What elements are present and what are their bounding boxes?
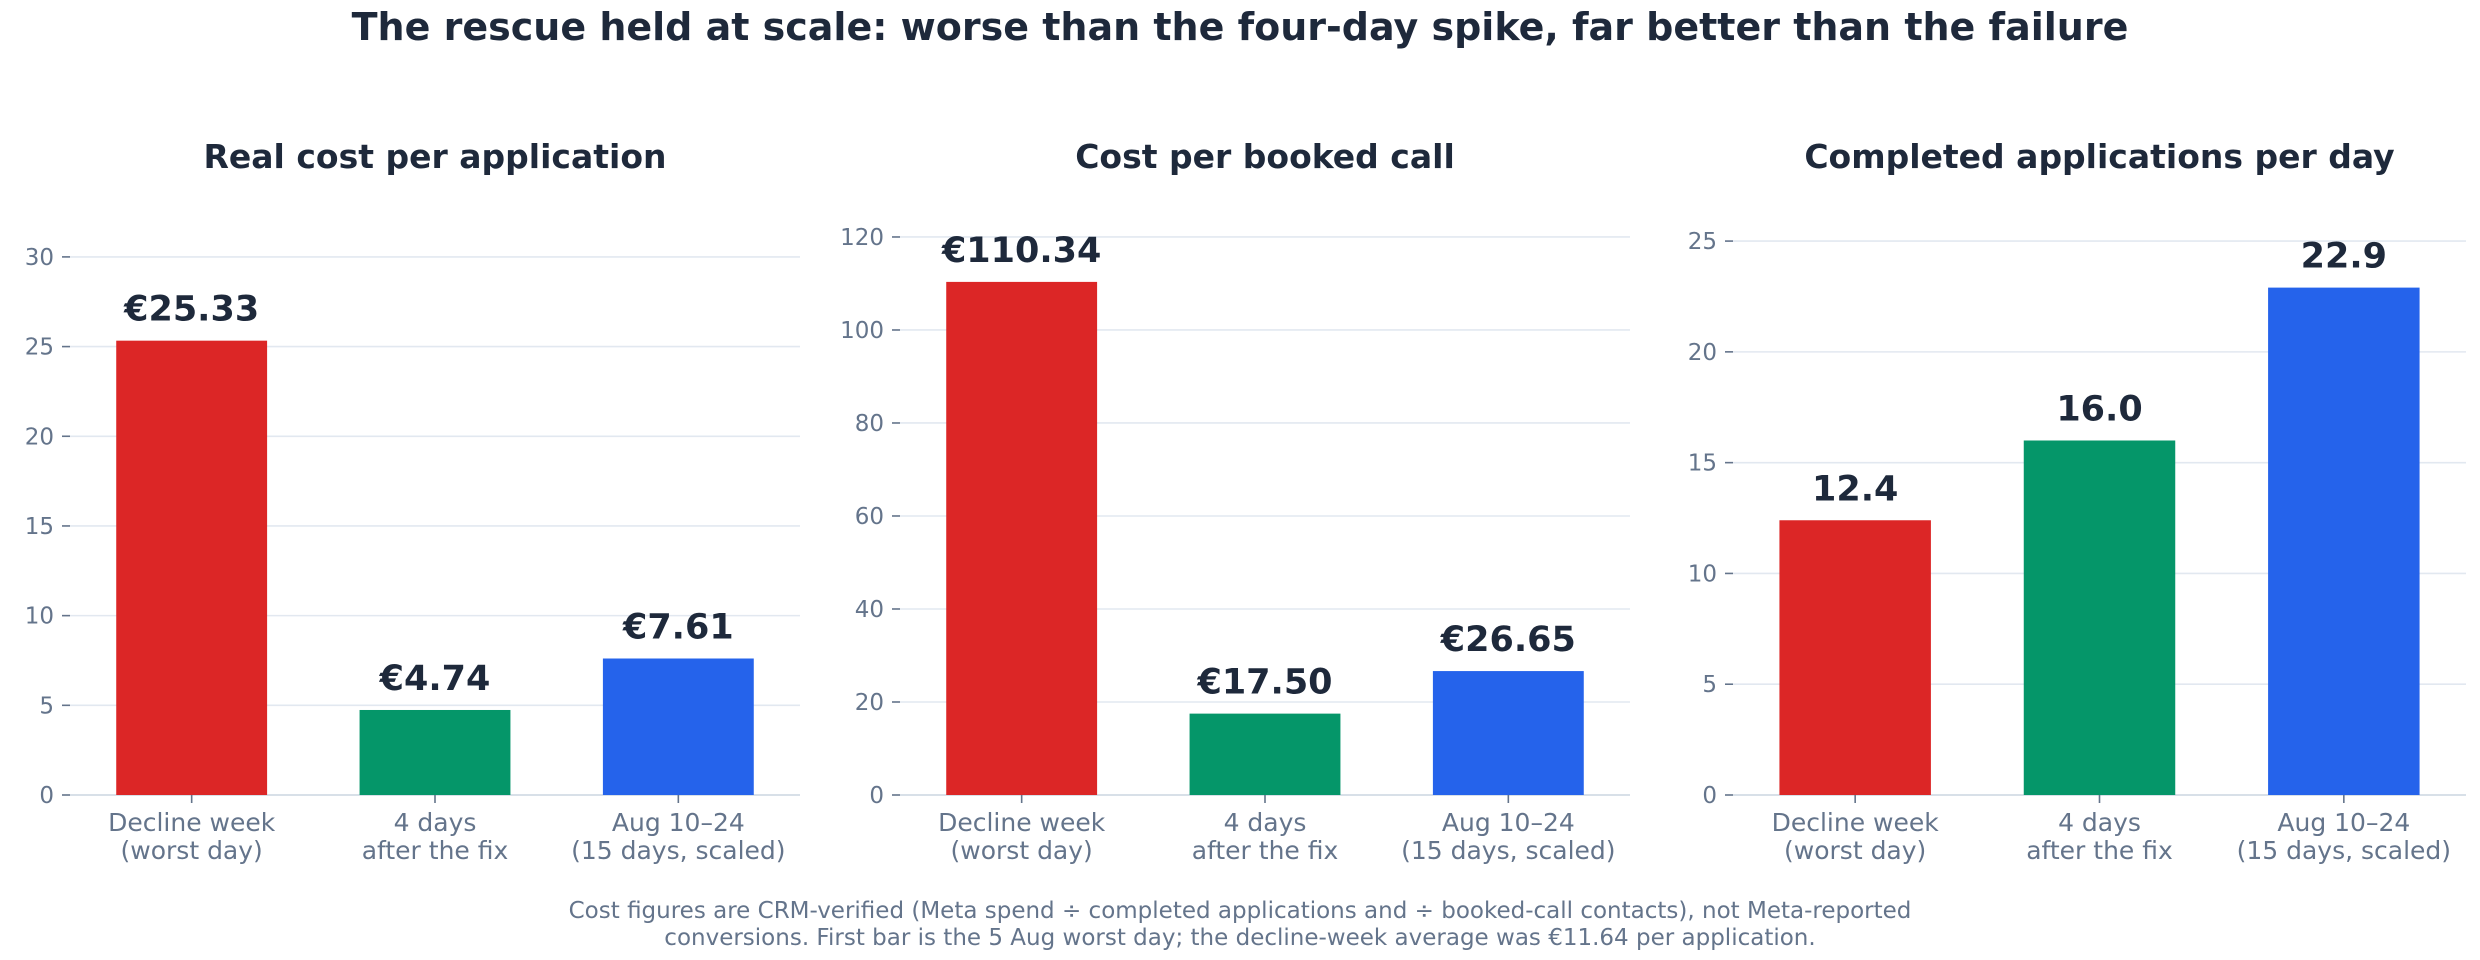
bar-aug-10-24 [602, 658, 754, 795]
bar-decline-week [116, 340, 268, 795]
y-tick-label: 5 [1702, 672, 1717, 698]
x-tick-label-four-days-after-fix: after the fix [362, 836, 509, 865]
figure-title: The rescue held at scale: worse than the… [352, 5, 2129, 49]
bar-decline-week [1779, 520, 1931, 795]
y-tick-label: 60 [855, 504, 884, 530]
y-tick-label: 15 [25, 514, 54, 540]
x-tick-label-aug-10-24: Aug 10–24 [2277, 808, 2410, 837]
y-tick-label: 0 [39, 783, 54, 809]
y-tick-label: 20 [1688, 340, 1717, 366]
x-tick-label-four-days-after-fix: 4 days [2058, 808, 2141, 837]
value-label-aug-10-24: 22.9 [2301, 237, 2387, 277]
x-tick-label-decline-week: (worst day) [1784, 836, 1926, 865]
x-tick-label-decline-week: (worst day) [951, 836, 1093, 865]
x-tick-label-aug-10-24: Aug 10–24 [612, 808, 745, 837]
x-tick-label-four-days-after-fix: 4 days [394, 808, 477, 837]
bar-aug-10-24 [2268, 287, 2420, 795]
x-tick-label-aug-10-24: Aug 10–24 [1442, 808, 1575, 837]
y-tick-label: 20 [25, 424, 54, 450]
value-label-aug-10-24: €26.65 [1440, 620, 1576, 660]
chart-panel-2: Cost per booked call 0 20 40 60 80 100 120 €110.… [840, 137, 1630, 865]
x-tick-label-aug-10-24: (15 days, scaled) [1401, 836, 1615, 865]
bar-aug-10-24 [1432, 671, 1584, 795]
value-label-four-days-after-fix: 16.0 [2056, 389, 2142, 429]
y-tick-label: 10 [25, 604, 54, 630]
x-tick-label-decline-week: Decline week [108, 808, 276, 837]
value-label-aug-10-24: €7.61 [622, 608, 734, 648]
x-tick-label-decline-week: Decline week [1772, 808, 1940, 837]
x-tick-label-aug-10-24: (15 days, scaled) [2237, 836, 2451, 865]
chart-panels: Real cost per application 0 5 10 15 20 25 30 €25… [25, 137, 2466, 865]
y-tick-label: 120 [840, 225, 884, 251]
y-tick-label: 0 [869, 783, 884, 809]
y-tick-label: 20 [855, 690, 884, 716]
x-tick-label-aug-10-24: (15 days, scaled) [571, 836, 785, 865]
x-tick-label-four-days-after-fix: after the fix [1192, 836, 1339, 865]
y-tick-label: 25 [25, 335, 54, 361]
bar-four-days-after-fix [1189, 713, 1341, 795]
y-tick-label: 0 [1702, 783, 1717, 809]
y-tick-label: 5 [39, 693, 54, 719]
y-tick-label: 10 [1688, 561, 1717, 587]
y-tick-label: 80 [855, 411, 884, 437]
footnote-line-1: Cost figures are CRM-verified (Meta spen… [569, 898, 1912, 924]
y-tick-label: 15 [1688, 451, 1717, 477]
value-label-four-days-after-fix: €17.50 [1196, 663, 1332, 703]
panel-title: Real cost per application [204, 137, 667, 176]
y-tick-label: 25 [1688, 229, 1717, 255]
bar-four-days-after-fix [359, 709, 511, 795]
value-label-decline-week: €25.33 [123, 290, 259, 330]
y-tick-label: 40 [855, 597, 884, 623]
panel-title: Completed applications per day [1804, 137, 2394, 176]
y-tick-label: 100 [840, 318, 884, 344]
y-tick-label: 30 [25, 245, 54, 271]
bar-decline-week [946, 281, 1098, 795]
value-label-decline-week: 12.4 [1812, 469, 1898, 509]
bar-four-days-after-fix [2023, 440, 2176, 795]
value-label-four-days-after-fix: €4.74 [379, 659, 491, 699]
x-tick-label-decline-week: Decline week [938, 808, 1106, 837]
panel-title: Cost per booked call [1075, 137, 1455, 176]
chart-panel-3: Completed applications per day 0 5 10 15 20 25… [1688, 137, 2466, 865]
x-tick-label-four-days-after-fix: after the fix [2026, 836, 2173, 865]
chart-panel-1: Real cost per application 0 5 10 15 20 25 30 €25… [25, 137, 800, 865]
x-tick-label-decline-week: (worst day) [121, 836, 263, 865]
x-tick-label-four-days-after-fix: 4 days [1224, 808, 1307, 837]
value-label-decline-week: €110.34 [941, 231, 1101, 271]
footnote-line-2: conversions. First bar is the 5 Aug wors… [664, 925, 1815, 951]
